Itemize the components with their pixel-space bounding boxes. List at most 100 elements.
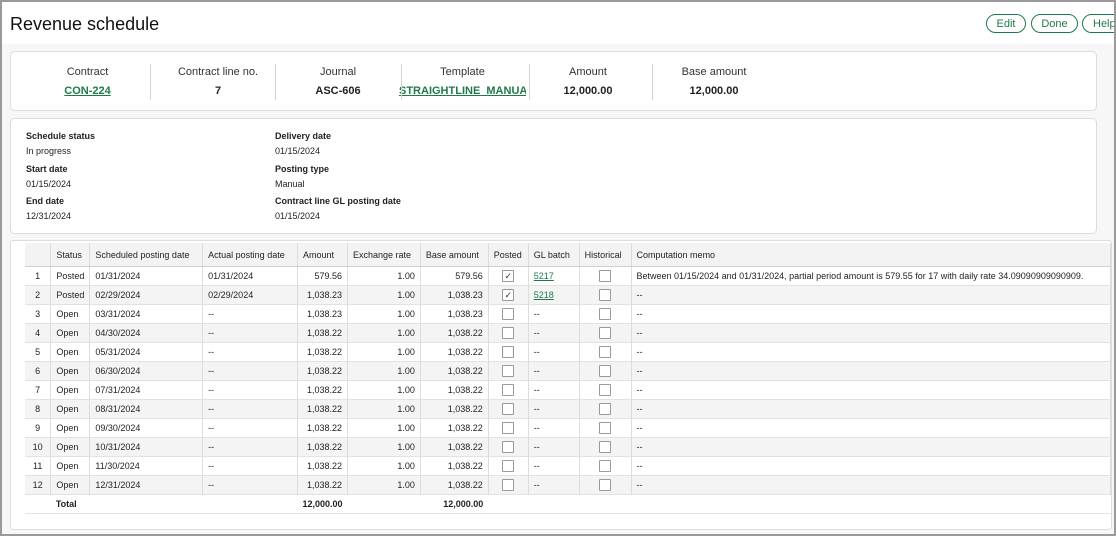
detail-label: Start date (26, 164, 68, 174)
done-button[interactable]: Done (1031, 14, 1078, 33)
detail-label: End date (26, 196, 64, 206)
memo-cell: -- (631, 362, 1110, 381)
checkbox[interactable] (599, 441, 611, 453)
amount-cell: 579.56 (297, 267, 347, 286)
checkbox[interactable] (502, 441, 514, 453)
base-amount-cell: 1,038.23 (420, 305, 488, 324)
checkbox[interactable] (599, 365, 611, 377)
base-amount-cell: 1,038.22 (420, 381, 488, 400)
status-cell: Open (51, 343, 90, 362)
checkbox[interactable] (502, 403, 514, 415)
status-cell: Open (51, 400, 90, 419)
detail-label: Contract line GL posting date (275, 196, 401, 206)
checkbox[interactable] (599, 422, 611, 434)
table-row: 11Open11/30/2024--1,038.221.001,038.22--… (25, 457, 1111, 476)
table-body: 1Posted01/31/202401/31/2024579.561.00579… (25, 267, 1111, 514)
historical-cell (579, 362, 631, 381)
checkbox[interactable] (502, 308, 514, 320)
checkbox[interactable] (599, 384, 611, 396)
posted-cell (488, 343, 528, 362)
checkbox[interactable] (599, 403, 611, 415)
checkbox[interactable] (599, 289, 611, 301)
header-cell: Computation memo (631, 243, 1110, 267)
summary-field: Amount12,000.00 (527, 52, 649, 110)
checkbox[interactable] (599, 346, 611, 358)
total-amount: 12,000.00 (297, 495, 347, 514)
amount-cell: 1,038.22 (297, 438, 347, 457)
posted-cell (488, 324, 528, 343)
rate-cell: 1.00 (348, 419, 421, 438)
field-value: 12,000.00 (650, 85, 778, 97)
field-link[interactable]: STRAIGHTLINE_MANUAL (399, 85, 526, 97)
edit-button[interactable]: Edit (986, 14, 1026, 33)
checkbox[interactable] (599, 479, 611, 491)
checkbox[interactable]: ✓ (502, 289, 514, 301)
total-spacer (528, 495, 579, 514)
posted-cell (488, 305, 528, 324)
checkbox[interactable] (502, 384, 514, 396)
scheduled-date: 09/30/2024 (90, 419, 203, 438)
rate-cell: 1.00 (348, 438, 421, 457)
gl-batch-link[interactable]: 5218 (534, 290, 554, 300)
details-card: Schedule statusIn progressStart date01/1… (10, 118, 1097, 234)
field-link[interactable]: CON-224 (11, 85, 164, 97)
posted-cell (488, 457, 528, 476)
gl-batch-cell: 5217 (528, 267, 579, 286)
gl-batch-cell: -- (528, 419, 579, 438)
detail-value: 01/15/2024 (275, 146, 320, 156)
field-value: 12,000.00 (527, 85, 649, 97)
status-cell: Open (51, 457, 90, 476)
summary-field: ContractCON-224 (11, 52, 164, 110)
header-cell: Historical (579, 243, 631, 267)
checkbox[interactable] (502, 327, 514, 339)
checkbox[interactable] (502, 346, 514, 358)
table-row: 1Posted01/31/202401/31/2024579.561.00579… (25, 267, 1111, 286)
summary-field: Contract line no.7 (148, 52, 288, 110)
header-cell: Exchange rate (348, 243, 421, 267)
posted-cell (488, 381, 528, 400)
memo-cell: -- (631, 400, 1110, 419)
memo-cell: -- (631, 419, 1110, 438)
historical-cell (579, 438, 631, 457)
gl-batch-cell: -- (528, 362, 579, 381)
checkbox[interactable] (502, 365, 514, 377)
scheduled-date: 07/31/2024 (90, 381, 203, 400)
gl-batch-cell: -- (528, 324, 579, 343)
base-amount-cell: 1,038.22 (420, 438, 488, 457)
amount-cell: 1,038.22 (297, 324, 347, 343)
checkbox[interactable] (502, 479, 514, 491)
help-button[interactable]: Help (1082, 14, 1116, 33)
checkbox[interactable] (599, 327, 611, 339)
field-label: Template (399, 66, 526, 78)
row-number: 3 (25, 305, 51, 324)
checkbox[interactable]: ✓ (502, 270, 514, 282)
total-spacer (203, 495, 298, 514)
actual-date: -- (203, 381, 298, 400)
gl-batch-link[interactable]: 5217 (534, 271, 554, 281)
summary-field: Base amount12,000.00 (650, 52, 778, 110)
scheduled-date: 12/31/2024 (90, 476, 203, 495)
checkbox[interactable] (599, 308, 611, 320)
divider (275, 64, 276, 100)
row-number: 5 (25, 343, 51, 362)
amount-cell: 1,038.22 (297, 362, 347, 381)
checkbox[interactable] (502, 460, 514, 472)
historical-cell (579, 381, 631, 400)
posted-cell (488, 400, 528, 419)
amount-cell: 1,038.22 (297, 343, 347, 362)
checkbox[interactable] (599, 270, 611, 282)
checkbox[interactable] (502, 422, 514, 434)
total-base-amount: 12,000.00 (420, 495, 488, 514)
total-label: Total (51, 495, 90, 514)
actual-date: -- (203, 324, 298, 343)
gl-batch-cell: -- (528, 438, 579, 457)
memo-cell: -- (631, 324, 1110, 343)
checkbox[interactable] (599, 460, 611, 472)
posted-cell (488, 419, 528, 438)
rate-cell: 1.00 (348, 324, 421, 343)
gl-batch-text: -- (534, 404, 540, 414)
actual-date: -- (203, 438, 298, 457)
memo-cell: -- (631, 305, 1110, 324)
